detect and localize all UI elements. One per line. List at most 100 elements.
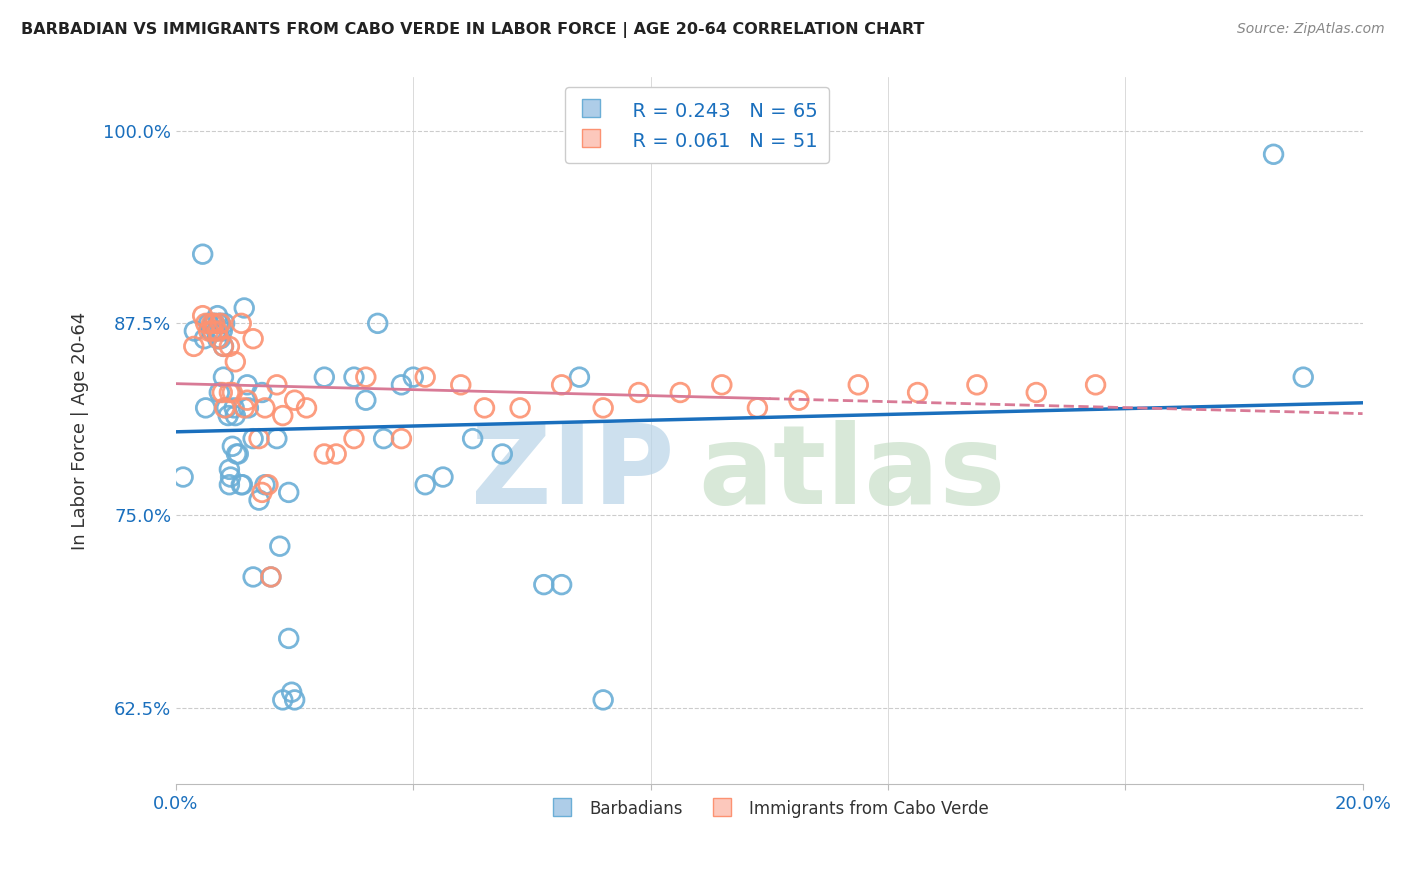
Point [269, 539, 291, 553]
Point [907, 385, 929, 400]
Point [212, 339, 235, 353]
Point [669, 385, 692, 400]
Point [212, 339, 235, 353]
Point [1292, 370, 1315, 384]
Point [201, 316, 224, 330]
Point [787, 393, 810, 408]
Point [194, 401, 217, 415]
Point [236, 377, 259, 392]
Point [461, 432, 484, 446]
Point [295, 401, 318, 415]
Point [354, 370, 377, 384]
Point [266, 377, 288, 392]
Point [354, 393, 377, 408]
Point [191, 309, 214, 323]
Point [966, 377, 988, 392]
Point [207, 332, 229, 346]
Point [1263, 147, 1285, 161]
Point [211, 324, 233, 338]
Point [242, 432, 264, 446]
Point [214, 316, 236, 330]
Point [218, 462, 240, 476]
Text: BARBADIAN VS IMMIGRANTS FROM CABO VERDE IN LABOR FORCE | AGE 20-64 CORRELATION C: BARBADIAN VS IMMIGRANTS FROM CABO VERDE … [21, 22, 925, 38]
Point [215, 401, 238, 415]
Point [846, 377, 869, 392]
Point [284, 693, 307, 707]
Point [208, 332, 231, 346]
Point [226, 447, 249, 461]
Point [208, 316, 231, 330]
Point [280, 685, 302, 699]
Point [413, 370, 436, 384]
Point [224, 355, 246, 369]
Point [550, 377, 572, 392]
Point [205, 324, 228, 338]
Point [247, 432, 270, 446]
Point [214, 401, 236, 415]
Point [236, 393, 259, 408]
Point [225, 447, 247, 461]
Text: Source: ZipAtlas.com: Source: ZipAtlas.com [1237, 22, 1385, 37]
Point [1025, 385, 1047, 400]
Point [221, 385, 243, 400]
Point [314, 370, 336, 384]
Point [343, 370, 366, 384]
Point [250, 385, 273, 400]
Point [568, 370, 591, 384]
Point [402, 370, 425, 384]
Point [197, 316, 219, 330]
Point [257, 477, 280, 491]
Point [233, 301, 256, 315]
Point [271, 693, 294, 707]
Point [325, 447, 347, 461]
Point [260, 570, 283, 584]
Point [201, 324, 224, 338]
Point [592, 401, 614, 415]
Point [231, 316, 253, 330]
Point [450, 377, 472, 392]
Point [271, 409, 294, 423]
Point [204, 316, 226, 330]
Point [224, 401, 246, 415]
Point [218, 477, 240, 491]
Point [183, 339, 205, 353]
Point [204, 316, 226, 330]
Point [218, 339, 240, 353]
Point [212, 370, 235, 384]
Point [391, 377, 413, 392]
Point [474, 401, 496, 415]
Point [191, 247, 214, 261]
Point [200, 316, 222, 330]
Point [250, 485, 273, 500]
Point [242, 332, 264, 346]
Point [343, 432, 366, 446]
Point [211, 385, 233, 400]
Point [200, 324, 222, 338]
Point [233, 401, 256, 415]
Text: ZIP: ZIP [471, 420, 675, 527]
Point [367, 316, 389, 330]
Point [277, 485, 299, 500]
Point [183, 324, 205, 338]
Point [432, 470, 454, 484]
Point [219, 470, 242, 484]
Point [277, 632, 299, 646]
Point [209, 316, 232, 330]
Text: atlas: atlas [699, 420, 1005, 527]
Point [627, 385, 650, 400]
Point [509, 401, 531, 415]
Point [231, 477, 253, 491]
Point [172, 470, 194, 484]
Point [314, 447, 336, 461]
Point [208, 385, 231, 400]
Y-axis label: In Labor Force | Age 20-64: In Labor Force | Age 20-64 [72, 312, 89, 550]
Legend: Barbadians, Immigrants from Cabo Verde: Barbadians, Immigrants from Cabo Verde [543, 792, 997, 825]
Point [253, 477, 276, 491]
Point [373, 432, 395, 446]
Point [413, 477, 436, 491]
Point [193, 332, 215, 346]
Point [592, 693, 614, 707]
Point [209, 332, 232, 346]
Point [238, 401, 260, 415]
Point [260, 570, 283, 584]
